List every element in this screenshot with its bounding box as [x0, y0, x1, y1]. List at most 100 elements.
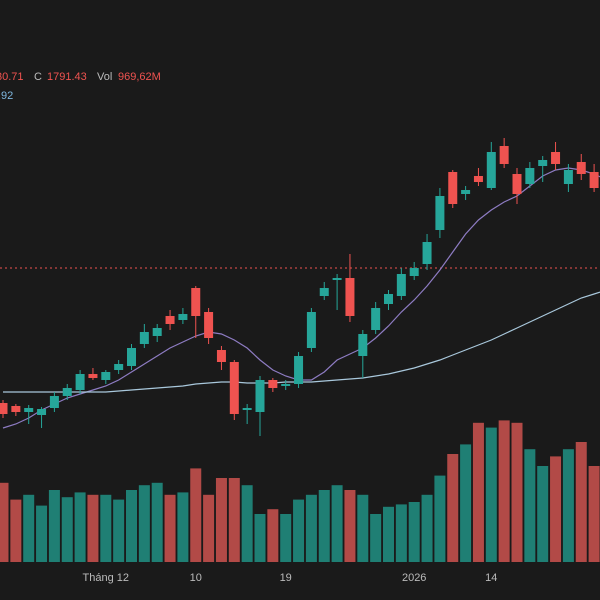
candle-body	[563, 170, 573, 184]
candle-body	[422, 242, 432, 264]
candle-body	[358, 334, 368, 356]
x-tick-label: 10	[190, 572, 202, 584]
volume-bar	[434, 475, 446, 562]
candle-body	[37, 409, 47, 415]
volume-bar	[74, 492, 86, 562]
volume-bar	[498, 420, 510, 562]
legend-volume-label: Vol	[97, 71, 112, 83]
volume-bar	[241, 485, 253, 562]
candle-body	[0, 403, 8, 414]
candle-body	[499, 146, 509, 164]
candle-body	[88, 374, 98, 378]
candle-body	[49, 396, 59, 408]
volume-bar	[10, 499, 22, 562]
volume-bar	[383, 506, 394, 562]
candle-body	[384, 294, 393, 304]
candle-body	[589, 172, 599, 188]
candle-body	[101, 372, 111, 380]
candle-body	[114, 364, 124, 370]
volume-bar	[36, 505, 48, 562]
candle-body	[191, 288, 201, 316]
volume-bar	[61, 497, 73, 562]
volume-bar	[0, 482, 9, 562]
volume-bar	[305, 494, 317, 562]
volume-bar	[511, 422, 523, 562]
x-tick-label: Tháng 12	[83, 572, 129, 584]
volume-bar	[190, 468, 202, 562]
candle-body	[345, 278, 355, 316]
volume-bar	[421, 494, 433, 562]
candle-body	[139, 332, 149, 344]
candle-body	[178, 314, 188, 320]
candle-body	[538, 160, 548, 166]
candle-body	[306, 312, 316, 348]
candle-body	[512, 174, 522, 194]
volume-bar	[113, 499, 125, 562]
legend-close-label: C	[34, 71, 42, 83]
volume-bar	[23, 494, 35, 562]
candle-body	[24, 408, 34, 412]
volume-bar	[537, 466, 549, 562]
volume-bar	[485, 427, 497, 562]
candle-body	[396, 274, 406, 296]
volume-bar	[331, 485, 343, 562]
volume-bar	[151, 482, 163, 562]
moving-average	[2, 167, 600, 429]
candle-body	[332, 278, 342, 280]
volume-bar	[138, 485, 150, 562]
legend-close: 1791.43	[47, 71, 87, 83]
volume-bar	[550, 456, 562, 562]
x-tick-label: 19	[280, 572, 292, 584]
candle-body	[216, 350, 226, 362]
x-tick-label: 14	[485, 572, 497, 584]
volume-bar	[447, 454, 459, 562]
volume-bar	[267, 509, 279, 562]
candle-body	[204, 312, 214, 338]
legend-volume: 969,62M	[118, 71, 161, 83]
candle-body	[152, 328, 162, 336]
candle-body	[448, 172, 458, 204]
volume-bar	[164, 494, 176, 562]
candle-body	[255, 380, 265, 412]
volume-bar	[395, 504, 407, 562]
candle-body	[486, 152, 496, 188]
candle-body	[551, 152, 561, 164]
moving-average	[3, 291, 600, 393]
candle-body	[409, 268, 419, 276]
candle-body	[461, 190, 471, 194]
volume-bar	[344, 490, 356, 562]
volume-bar	[575, 442, 587, 562]
candle-body	[281, 384, 291, 386]
candle-body	[127, 348, 136, 366]
volume-bar	[588, 466, 600, 562]
candle-body	[165, 316, 175, 324]
volume-bar	[203, 494, 215, 562]
volume-bar	[472, 422, 484, 562]
candle-body	[268, 380, 278, 388]
volume-bar	[126, 490, 137, 562]
x-tick-label: 2026	[402, 572, 426, 584]
volume-bar	[254, 514, 266, 562]
volume-bar	[408, 502, 420, 562]
candle-body	[525, 168, 535, 184]
volume-bar	[460, 444, 472, 562]
volume-bar	[357, 494, 369, 562]
volume-bar	[293, 499, 305, 562]
volume-bar	[280, 514, 292, 562]
candle-body	[576, 162, 586, 174]
candle-body	[242, 408, 252, 410]
candle-body	[75, 374, 85, 390]
volume-bar	[524, 449, 536, 562]
candle-body	[473, 176, 483, 182]
volume-bar	[177, 492, 189, 562]
candle-body	[62, 388, 72, 396]
candle-body	[11, 406, 21, 412]
volume-bar	[370, 514, 382, 562]
candle-body	[294, 356, 304, 384]
volume-bar	[215, 478, 227, 562]
volume-bar	[318, 490, 330, 562]
volume-bar	[562, 449, 574, 562]
candle-body	[371, 308, 381, 330]
